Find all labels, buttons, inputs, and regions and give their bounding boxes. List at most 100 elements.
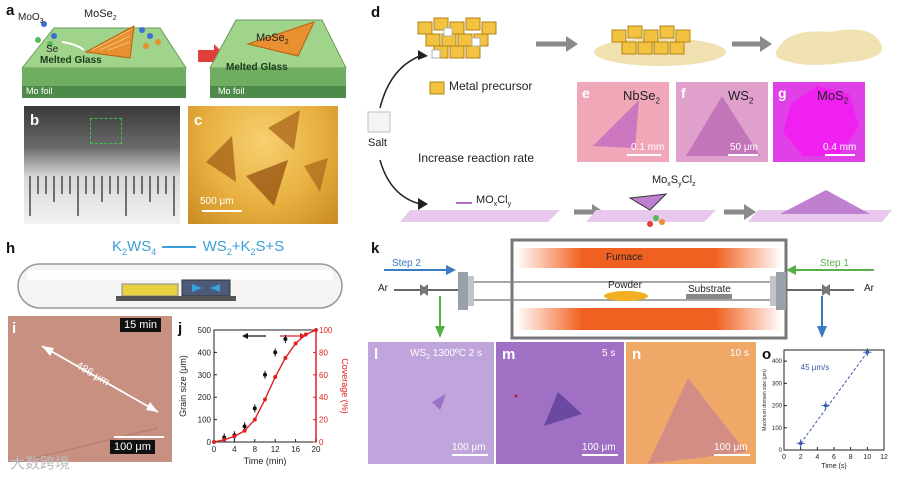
coverage-point <box>232 434 237 439</box>
mosycl-label: MoxSyClz <box>652 174 696 189</box>
scale-text-g: 0.4 mm <box>823 142 857 153</box>
plot-frame <box>213 329 317 443</box>
domain-size-chart: 0 2 4 6 8 10 12 0 100 200 300 400 Time (s) Maximum do… <box>762 348 888 470</box>
title-l: WS2 1300ºC 2 s <box>410 348 483 361</box>
flakes <box>206 110 328 206</box>
y-tick-label: 500 <box>198 326 212 335</box>
panel-d-schematic <box>367 17 892 227</box>
ar-right-label: Ar <box>864 283 874 294</box>
y-tick-label: 400 <box>198 348 212 357</box>
y-axis-label: Grain size (μm) <box>178 355 188 417</box>
panel-letter-j: j <box>178 320 183 337</box>
time-badge-i: 15 min <box>120 318 162 332</box>
small-triangle <box>432 394 446 410</box>
y-tick-label: 200 <box>198 393 212 402</box>
nbse2-flake <box>593 100 639 148</box>
scale-bar-g <box>825 154 855 156</box>
coverage-point <box>222 437 227 442</box>
x-tick-label: 12 <box>271 445 280 454</box>
coverage-point <box>273 375 278 380</box>
scale-bar-n <box>714 454 750 456</box>
watermark: 大数跨境 <box>10 455 71 472</box>
nbse2-label: NbSe2 <box>623 88 660 106</box>
grain-size-coverage-chart: 0 4 8 12 16 200100200300400500020406080100Tim… <box>178 326 348 466</box>
inset-box <box>90 118 122 144</box>
y2-axis-label: Coverage (%) <box>340 358 348 414</box>
scale-bar-i <box>114 436 164 438</box>
mose2-label-right: MoSe2 <box>256 32 289 47</box>
panel-letter-h: h <box>6 240 16 257</box>
coverage-point <box>303 332 308 337</box>
ruler-ticks <box>29 176 175 216</box>
scale-bar-m <box>582 454 618 456</box>
x-tick-label: 4 <box>232 445 237 454</box>
increase-rate-label: Increase reaction rate <box>418 151 535 165</box>
mos2-flake <box>783 86 859 156</box>
substrate-label: Substrate <box>688 284 731 295</box>
series-line-coverage <box>213 329 317 443</box>
fit-line <box>800 351 868 444</box>
panel-letter-c: c <box>194 112 203 129</box>
ws2-label: WS2 <box>728 88 754 106</box>
mo-foil-left: Mo foil <box>26 86 53 96</box>
moxcly-label: MOxCly <box>476 194 512 209</box>
salt-label: Salt <box>368 137 387 149</box>
melted-glass-left: Melted Glass <box>40 55 102 66</box>
x-tick-label: 4 <box>815 454 819 461</box>
time-m: 5 s <box>602 348 616 359</box>
slope-annotation: 45 μm/s <box>801 363 830 372</box>
data-point <box>798 441 803 446</box>
left-axis-indicator-head <box>242 333 248 339</box>
reaction-equation: K2WS4 WS2+K2S+S <box>112 238 285 257</box>
x-tick-label: 8 <box>849 454 853 461</box>
panel-letter-f: f <box>681 85 686 101</box>
scale-bar-e <box>627 154 661 156</box>
panel-c-image: 500 μm <box>188 106 338 224</box>
x-axis-label: Time (s) <box>821 463 846 470</box>
scale-label-i: 100 μm <box>110 440 155 454</box>
powder-label: Powder <box>608 280 642 291</box>
x-tick-label: 8 <box>253 445 258 454</box>
panel-letter-o: o <box>762 346 772 363</box>
y2-tick-label: 60 <box>319 371 328 380</box>
medium-triangle <box>514 392 582 426</box>
scale-bar-c <box>202 210 242 212</box>
step2-label: Step 2 <box>392 258 421 269</box>
plot-frame <box>783 349 885 451</box>
scale-text-n: 100 μm <box>714 442 748 453</box>
y-tick-label: 400 <box>772 359 783 365</box>
step1-label: Step 1 <box>820 258 849 269</box>
panel-letter-b: b <box>30 112 40 129</box>
y2-tick-label: 40 <box>319 393 328 402</box>
scale-text-f: 50 μm <box>730 142 758 153</box>
y2-tick-label: 80 <box>319 348 328 357</box>
melted-glass-right: Melted Glass <box>226 62 288 73</box>
panel-g-image: g MoS2 0.4 mm <box>773 82 865 162</box>
scale-text-l: 100 μm <box>452 442 486 453</box>
y-tick-label: 300 <box>772 381 783 387</box>
y2-tick-label: 0 <box>319 438 324 447</box>
coverage-point <box>263 397 267 402</box>
y2-tick-label: 20 <box>319 416 328 425</box>
y-tick-label: 100 <box>198 416 212 425</box>
y2-tick-label: 100 <box>319 326 333 335</box>
large-flake <box>17 345 159 462</box>
mo-foil-right: Mo foil <box>218 86 245 96</box>
reaction-arrow <box>162 246 197 249</box>
ws2-flake <box>686 96 760 156</box>
scale-bar-l <box>452 454 488 456</box>
large-triangle <box>648 378 746 464</box>
coverage-point <box>314 328 318 332</box>
se-label: Se <box>46 44 59 55</box>
panel-letter-e: e <box>582 85 590 101</box>
x-tick-label: 0 <box>212 445 217 454</box>
tube-schematic <box>17 263 343 309</box>
x-tick-label: 12 <box>880 454 888 461</box>
metal-precursor-label: Metal precursor <box>449 79 533 93</box>
coverage-point <box>283 356 288 360</box>
mose2-label-left: MoSe2 <box>84 8 117 23</box>
x-tick-label: 10 <box>863 454 871 461</box>
data-point <box>865 350 870 355</box>
y-tick-label: 0 <box>207 438 212 447</box>
coverage-point <box>242 428 247 433</box>
